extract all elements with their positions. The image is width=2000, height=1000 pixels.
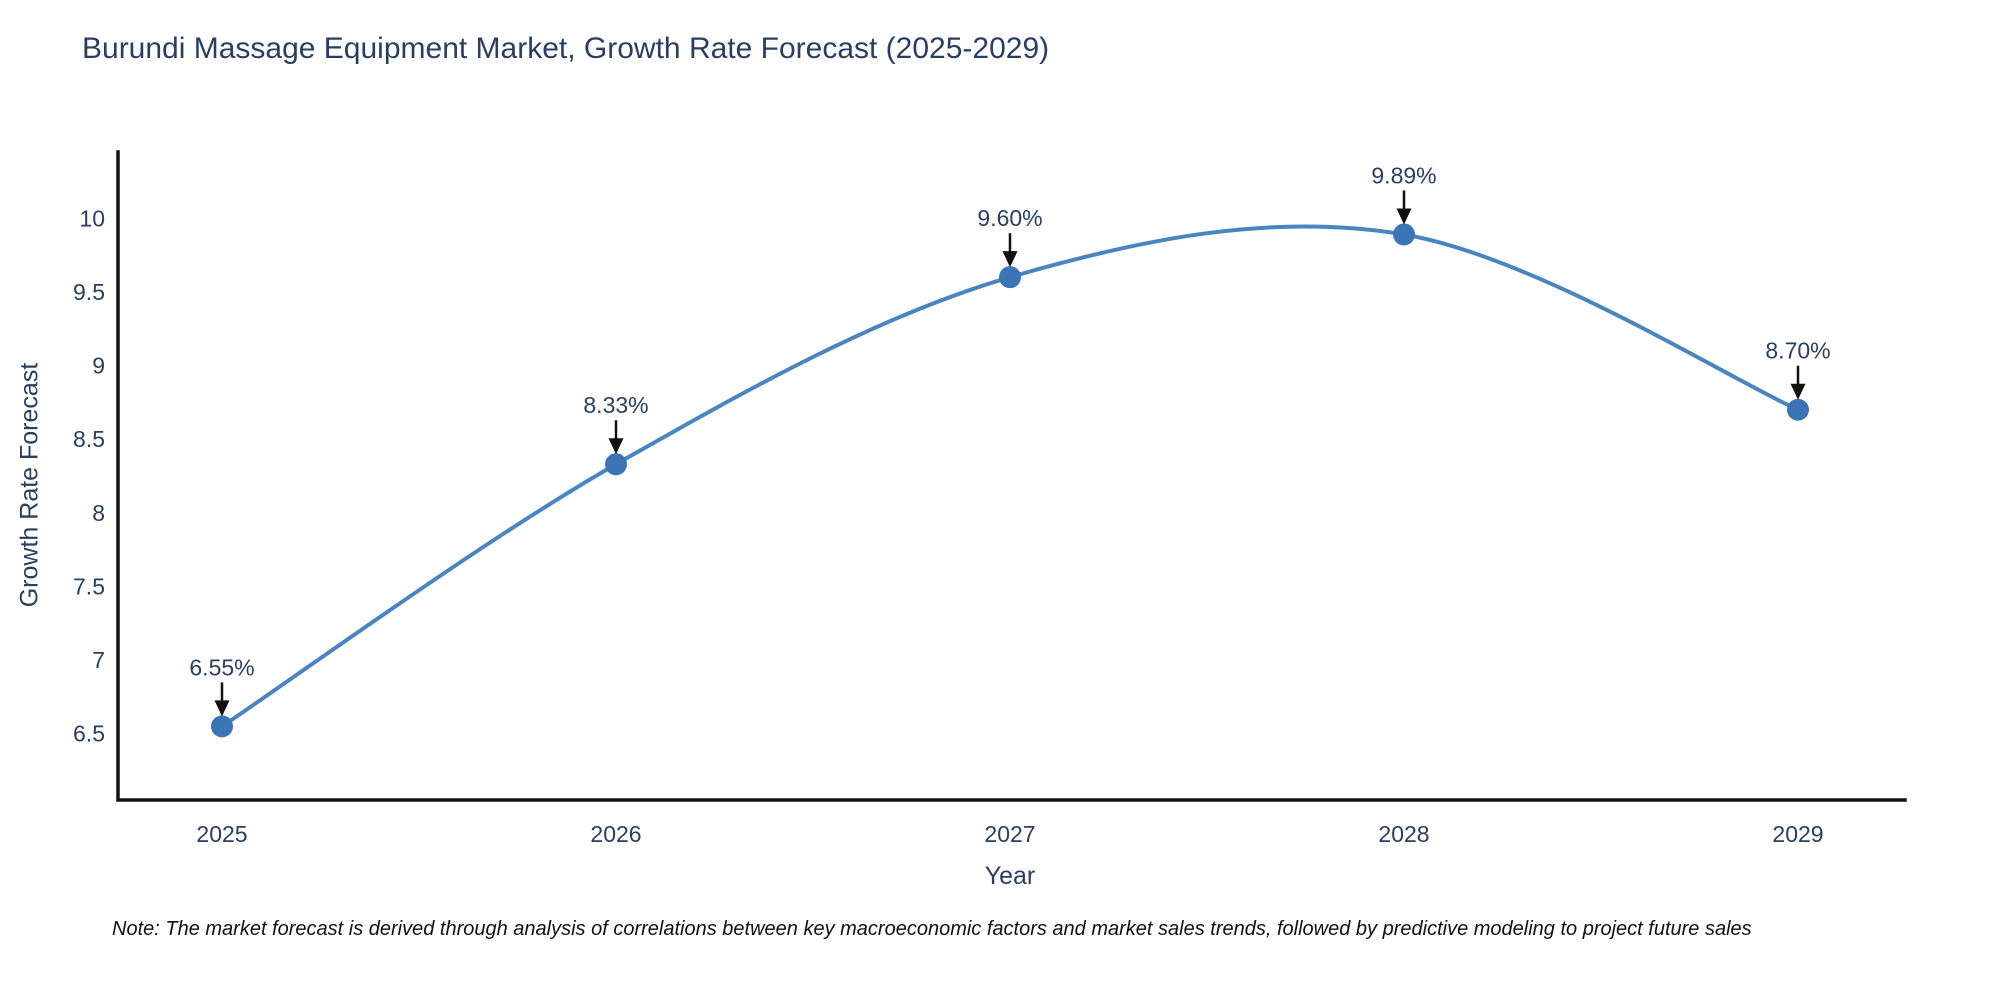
- annotation-label: 9.89%: [1371, 162, 1436, 188]
- y-tick-label: 8.5: [73, 426, 105, 452]
- data-point-marker: [1393, 223, 1415, 246]
- x-tick-label: 2025: [196, 821, 247, 847]
- footnote: Note: The market forecast is derived thr…: [112, 918, 1752, 940]
- chart-title: Burundi Massage Equipment Market, Growth…: [82, 32, 1050, 65]
- data-point-marker: [211, 715, 233, 738]
- annotation-arrowhead: [1002, 251, 1018, 268]
- y-tick-label: 10: [79, 205, 105, 231]
- annotation-label: 8.70%: [1765, 338, 1830, 364]
- annotation-arrowhead: [608, 438, 624, 455]
- trend-line: [220, 224, 1800, 729]
- data-point-marker: [605, 453, 627, 476]
- x-tick-label: 2029: [1772, 821, 1823, 847]
- annotation-arrowhead: [1396, 208, 1412, 225]
- annotation-label: 6.55%: [189, 654, 254, 680]
- y-tick-label: 9: [92, 353, 105, 379]
- x-axis-title: Year: [984, 862, 1036, 890]
- annotation-label: 9.60%: [977, 205, 1042, 231]
- x-tick-label: 2028: [1378, 821, 1429, 847]
- y-tick-label: 8: [92, 500, 105, 526]
- y-tick-label: 7: [92, 647, 105, 673]
- x-tick-label: 2027: [984, 821, 1035, 847]
- y-tick-label: 6.5: [73, 721, 105, 747]
- axis-lines: [116, 150, 1907, 802]
- data-point-marker: [1787, 398, 1809, 421]
- y-tick-label: 7.5: [73, 573, 105, 599]
- annotation-arrowhead: [214, 700, 230, 717]
- data-point-marker: [999, 266, 1021, 289]
- annotation-arrowhead: [1790, 383, 1806, 400]
- y-tick-label: 9.5: [73, 279, 105, 305]
- x-tick-label: 2026: [590, 821, 641, 847]
- annotation-label: 8.33%: [583, 392, 648, 418]
